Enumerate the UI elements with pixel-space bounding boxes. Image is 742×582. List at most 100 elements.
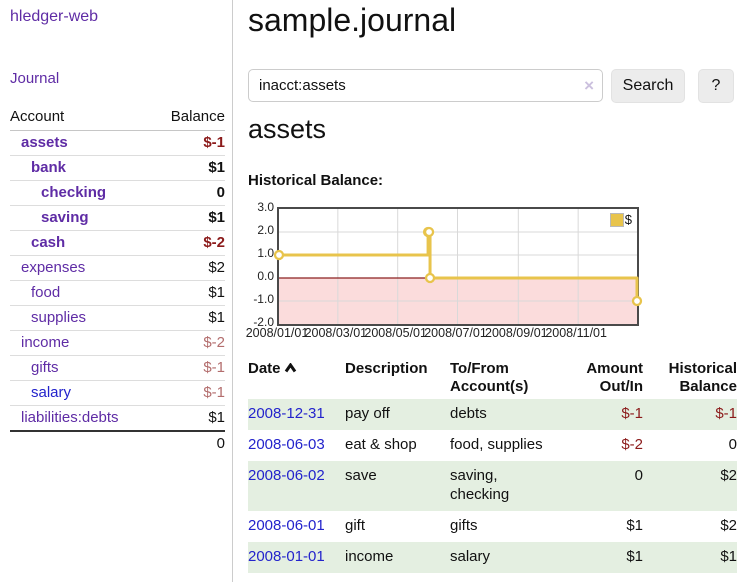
x-axis-tick-label: 2008/01/01 bbox=[245, 326, 309, 340]
date-link[interactable]: 2008-12-31 bbox=[248, 405, 325, 422]
clear-search-icon[interactable]: × bbox=[584, 76, 594, 95]
brand-link[interactable]: hledger-web bbox=[10, 8, 99, 25]
date-cell: 2008-06-03 bbox=[248, 430, 345, 461]
account-link-cash[interactable]: cash bbox=[31, 234, 66, 251]
help-button[interactable]: ? bbox=[698, 69, 734, 103]
search-input[interactable] bbox=[248, 69, 603, 102]
register-table: Date Description To/From Account(s) Amou… bbox=[248, 356, 737, 573]
date-link[interactable]: 2008-06-03 bbox=[248, 436, 325, 453]
account-link-supplies[interactable]: supplies bbox=[31, 309, 87, 326]
account-balance: $1 bbox=[208, 309, 225, 326]
accounts-cell: debts bbox=[450, 405, 487, 422]
date-cell: 2008-12-31 bbox=[248, 399, 345, 430]
account-row: food $1 bbox=[10, 281, 225, 306]
account-row: supplies $1 bbox=[10, 306, 225, 331]
search-box: × bbox=[248, 69, 603, 103]
accounts-total-row: 0 bbox=[10, 430, 225, 456]
amount-column-header: Amount Out/In bbox=[586, 360, 643, 395]
legend-swatch-icon bbox=[609, 212, 624, 227]
register-header-row: Date Description To/From Account(s) Amou… bbox=[248, 356, 737, 399]
chart-canvas bbox=[273, 209, 643, 324]
chart-plot: $ bbox=[273, 207, 643, 326]
balance-cell: 0 bbox=[728, 436, 737, 453]
search-form: × Search ? bbox=[248, 69, 734, 103]
date-header-label: Date bbox=[248, 360, 281, 377]
accounts-column-header: To/From Account(s) bbox=[450, 360, 529, 395]
date-column-header[interactable]: Date bbox=[248, 356, 345, 399]
date-link[interactable]: 2008-06-01 bbox=[248, 517, 325, 534]
account-link-income[interactable]: income bbox=[21, 334, 70, 351]
search-button[interactable]: Search bbox=[611, 69, 685, 103]
account-row: liabilities:debts $1 bbox=[10, 406, 225, 430]
y-axis-tick-label: 0.0 bbox=[257, 269, 274, 283]
account-balance: $-1 bbox=[203, 359, 225, 376]
account-row: bank $1 bbox=[10, 156, 225, 181]
description-cell: gift bbox=[345, 517, 366, 534]
accounts-table: Account Balance assets $-1 bank $1 checking 0… bbox=[10, 106, 225, 456]
date-link[interactable]: 2008-06-02 bbox=[248, 467, 325, 484]
y-axis-tick-label: -2.0 bbox=[253, 315, 274, 329]
y-axis-tick-label: -1.0 bbox=[253, 292, 274, 306]
account-balance: $2 bbox=[208, 259, 225, 276]
account-row: expenses $2 bbox=[10, 256, 225, 281]
account-row: income $-2 bbox=[10, 331, 225, 356]
account-heading: assets bbox=[248, 114, 327, 144]
account-balance: $-2 bbox=[203, 234, 225, 251]
account-row: checking 0 bbox=[10, 181, 225, 206]
x-axis-tick-label: 2008/09/01 bbox=[485, 326, 548, 340]
account-link-food[interactable]: food bbox=[31, 284, 61, 301]
balance-cell: $2 bbox=[720, 467, 737, 484]
accounts-cell: salary bbox=[450, 548, 491, 565]
account-link-gifts[interactable]: gifts bbox=[31, 359, 59, 376]
account-link-checking[interactable]: checking bbox=[41, 184, 107, 201]
table-row: 2008-06-01 gift gifts $1 $2 bbox=[248, 511, 737, 542]
account-row: gifts $-1 bbox=[10, 356, 225, 381]
balance-column-header-main: Historical Balance bbox=[668, 360, 737, 395]
account-row: saving $1 bbox=[10, 206, 225, 231]
table-row: 2008-01-01 income salary $1 $1 bbox=[248, 542, 737, 573]
account-balance: $-1 bbox=[203, 134, 225, 151]
table-row: 2008-06-03 eat & shop food, supplies $-2 0 bbox=[248, 430, 737, 461]
table-row: 2008-12-31 pay off debts $-1 $-1 bbox=[248, 399, 737, 430]
date-cell: 2008-01-01 bbox=[248, 542, 345, 573]
account-link-liabilities-debts[interactable]: liabilities:debts bbox=[21, 409, 119, 426]
chart-title: Historical Balance: bbox=[248, 172, 384, 189]
balance-cell: $-1 bbox=[715, 405, 737, 422]
account-link-bank[interactable]: bank bbox=[31, 159, 67, 176]
account-link-salary[interactable]: salary bbox=[31, 384, 72, 401]
description-column-header: Description bbox=[345, 360, 428, 377]
account-link-assets[interactable]: assets bbox=[21, 134, 68, 151]
balance-cell: $2 bbox=[720, 517, 737, 534]
amount-cell: $1 bbox=[626, 517, 643, 534]
description-cell: income bbox=[345, 548, 394, 565]
x-axis-tick-label: 2008/03/01 bbox=[304, 326, 368, 340]
balance-column-header: Balance bbox=[170, 108, 225, 125]
description-cell: eat & shop bbox=[345, 436, 417, 453]
chart-legend: $ bbox=[609, 212, 632, 227]
amount-cell: $1 bbox=[626, 548, 643, 565]
main-content: sample.journal × Search ? assets Histori… bbox=[246, 0, 737, 582]
account-balance: $1 bbox=[208, 284, 225, 301]
accounts-table-header: Account Balance bbox=[10, 106, 225, 131]
x-axis-tick-label: 2008/07/01 bbox=[424, 326, 487, 340]
account-row: salary $-1 bbox=[10, 381, 225, 406]
account-row: cash $-2 bbox=[10, 231, 225, 256]
amount-cell: 0 bbox=[634, 467, 643, 484]
sort-ascending-icon bbox=[284, 360, 297, 377]
account-balance: $1 bbox=[208, 159, 225, 176]
sidebar-item-journal[interactable]: Journal bbox=[10, 70, 60, 87]
sidebar: hledger-web Journal Account Balance asse… bbox=[0, 0, 233, 582]
accounts-total-value: 0 bbox=[216, 435, 225, 452]
balance-cell: $1 bbox=[720, 548, 737, 565]
x-axis-tick-label: 2008/05/01 bbox=[364, 326, 427, 340]
y-axis-tick-label: 3.0 bbox=[257, 200, 274, 214]
date-link[interactable]: 2008-01-01 bbox=[248, 548, 325, 565]
account-balance: $1 bbox=[208, 209, 225, 226]
accounts-cell: gifts bbox=[450, 517, 478, 534]
description-cell: pay off bbox=[345, 405, 390, 422]
page-title: sample.journal bbox=[248, 2, 457, 38]
account-link-saving[interactable]: saving bbox=[41, 209, 89, 226]
amount-cell: $-1 bbox=[621, 405, 643, 422]
account-link-expenses[interactable]: expenses bbox=[21, 259, 86, 276]
accounts-cell: food, supplies bbox=[450, 436, 543, 453]
